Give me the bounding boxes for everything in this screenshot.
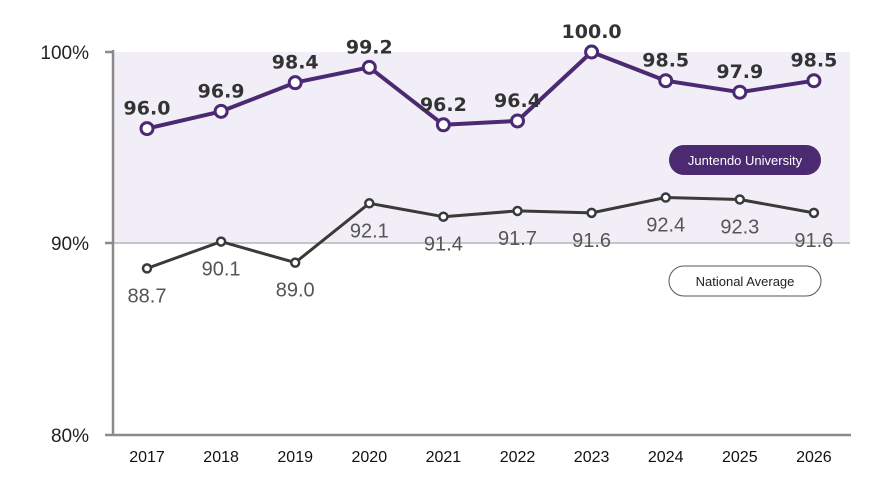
national-average-label-2022: 91.7 <box>498 228 537 250</box>
national-average-label-2024: 92.4 <box>646 215 685 237</box>
y-tick-label-80: 80% <box>51 426 89 447</box>
national-average-point-2021 <box>438 211 449 222</box>
national-average-label-2023: 91.6 <box>572 230 611 252</box>
national-average-point-2023 <box>586 207 597 219</box>
national-average-line <box>146 196 815 270</box>
series-national-average: 88.7 90.1 89.0 92.1 91.4 91.7 91.6 92.4 92.3 91.6 <box>128 192 833 307</box>
juntendo-point-2026 <box>806 73 822 89</box>
x-tick-label-2022: 2022 <box>500 449 536 466</box>
juntendo-label-2023: 100.0 <box>562 21 622 43</box>
legend-juntendo-pill <box>669 145 821 175</box>
national-average-label-2026: 91.6 <box>794 230 833 252</box>
legend-national-text: National Average <box>696 274 795 289</box>
national-average-point-2018 <box>215 236 227 247</box>
legend-juntendo: Juntendo University <box>669 145 821 175</box>
national-average-label-2019: 89.0 <box>276 280 315 302</box>
x-tick-labels: 2017 2018 2019 2020 2021 2022 2023 2024 2025 2026 <box>129 449 832 466</box>
juntendo-line <box>146 50 815 131</box>
juntendo-label-2026: 98.5 <box>790 50 837 72</box>
x-tick-label-2019: 2019 <box>277 449 313 466</box>
juntendo-point-2020 <box>361 59 377 75</box>
juntendo-point-2022 <box>510 113 525 129</box>
y-tick-label-100: 100% <box>40 43 89 64</box>
legend-juntendo-text: Juntendo University <box>688 153 803 168</box>
juntendo-label-2024: 98.5 <box>642 50 689 72</box>
x-tick-label-2017: 2017 <box>129 449 165 466</box>
national-average-point-2024 <box>660 192 671 203</box>
national-average-point-2019 <box>289 257 301 268</box>
series-juntendo-university: 96.0 96.9 98.4 99.2 96.2 96.4 100.0 98.5 97.9 98.… <box>124 21 837 137</box>
legend-national-pill <box>668 265 822 297</box>
national-average-label-2017: 88.7 <box>128 285 167 307</box>
juntendo-label-2019: 98.4 <box>272 52 319 74</box>
juntendo-label-2018: 96.9 <box>198 80 245 102</box>
x-tick-label-2020: 2020 <box>352 449 388 466</box>
juntendo-label-2020: 99.2 <box>346 36 393 58</box>
national-average-label-2018: 90.1 <box>202 259 241 281</box>
national-average-point-2026 <box>808 207 820 219</box>
national-average-label-2025: 92.3 <box>720 216 759 238</box>
x-tick-label-2018: 2018 <box>203 449 239 466</box>
national-average-label-2020: 92.1 <box>350 220 389 242</box>
juntendo-point-2025 <box>732 84 748 100</box>
juntendo-point-2021 <box>435 117 451 133</box>
x-tick-label-2021: 2021 <box>426 449 462 466</box>
x-tick-label-2024: 2024 <box>648 449 684 466</box>
national-average-point-2017 <box>141 263 153 274</box>
juntendo-point-2018 <box>213 103 229 119</box>
juntendo-label-2017: 96.0 <box>124 98 171 120</box>
juntendo-label-2025: 97.9 <box>716 61 763 83</box>
juntendo-point-2017 <box>139 121 155 137</box>
juntendo-point-2024 <box>658 73 674 89</box>
juntendo-point-2019 <box>287 75 303 91</box>
juntendo-label-2022: 96.4 <box>494 90 541 112</box>
national-average-point-2022 <box>512 205 523 217</box>
national-average-point-2020 <box>364 198 375 209</box>
juntendo-label-2021: 96.2 <box>420 94 467 116</box>
y-tick-label-90: 90% <box>51 234 89 255</box>
x-tick-label-2025: 2025 <box>722 449 758 466</box>
x-tick-label-2026: 2026 <box>796 449 832 466</box>
legend-national: National Average <box>668 265 822 297</box>
x-tick-label-2023: 2023 <box>574 449 610 466</box>
national-average-point-2025 <box>734 194 746 205</box>
juntendo-point-2023 <box>584 44 600 60</box>
national-average-label-2021: 91.4 <box>424 234 463 256</box>
